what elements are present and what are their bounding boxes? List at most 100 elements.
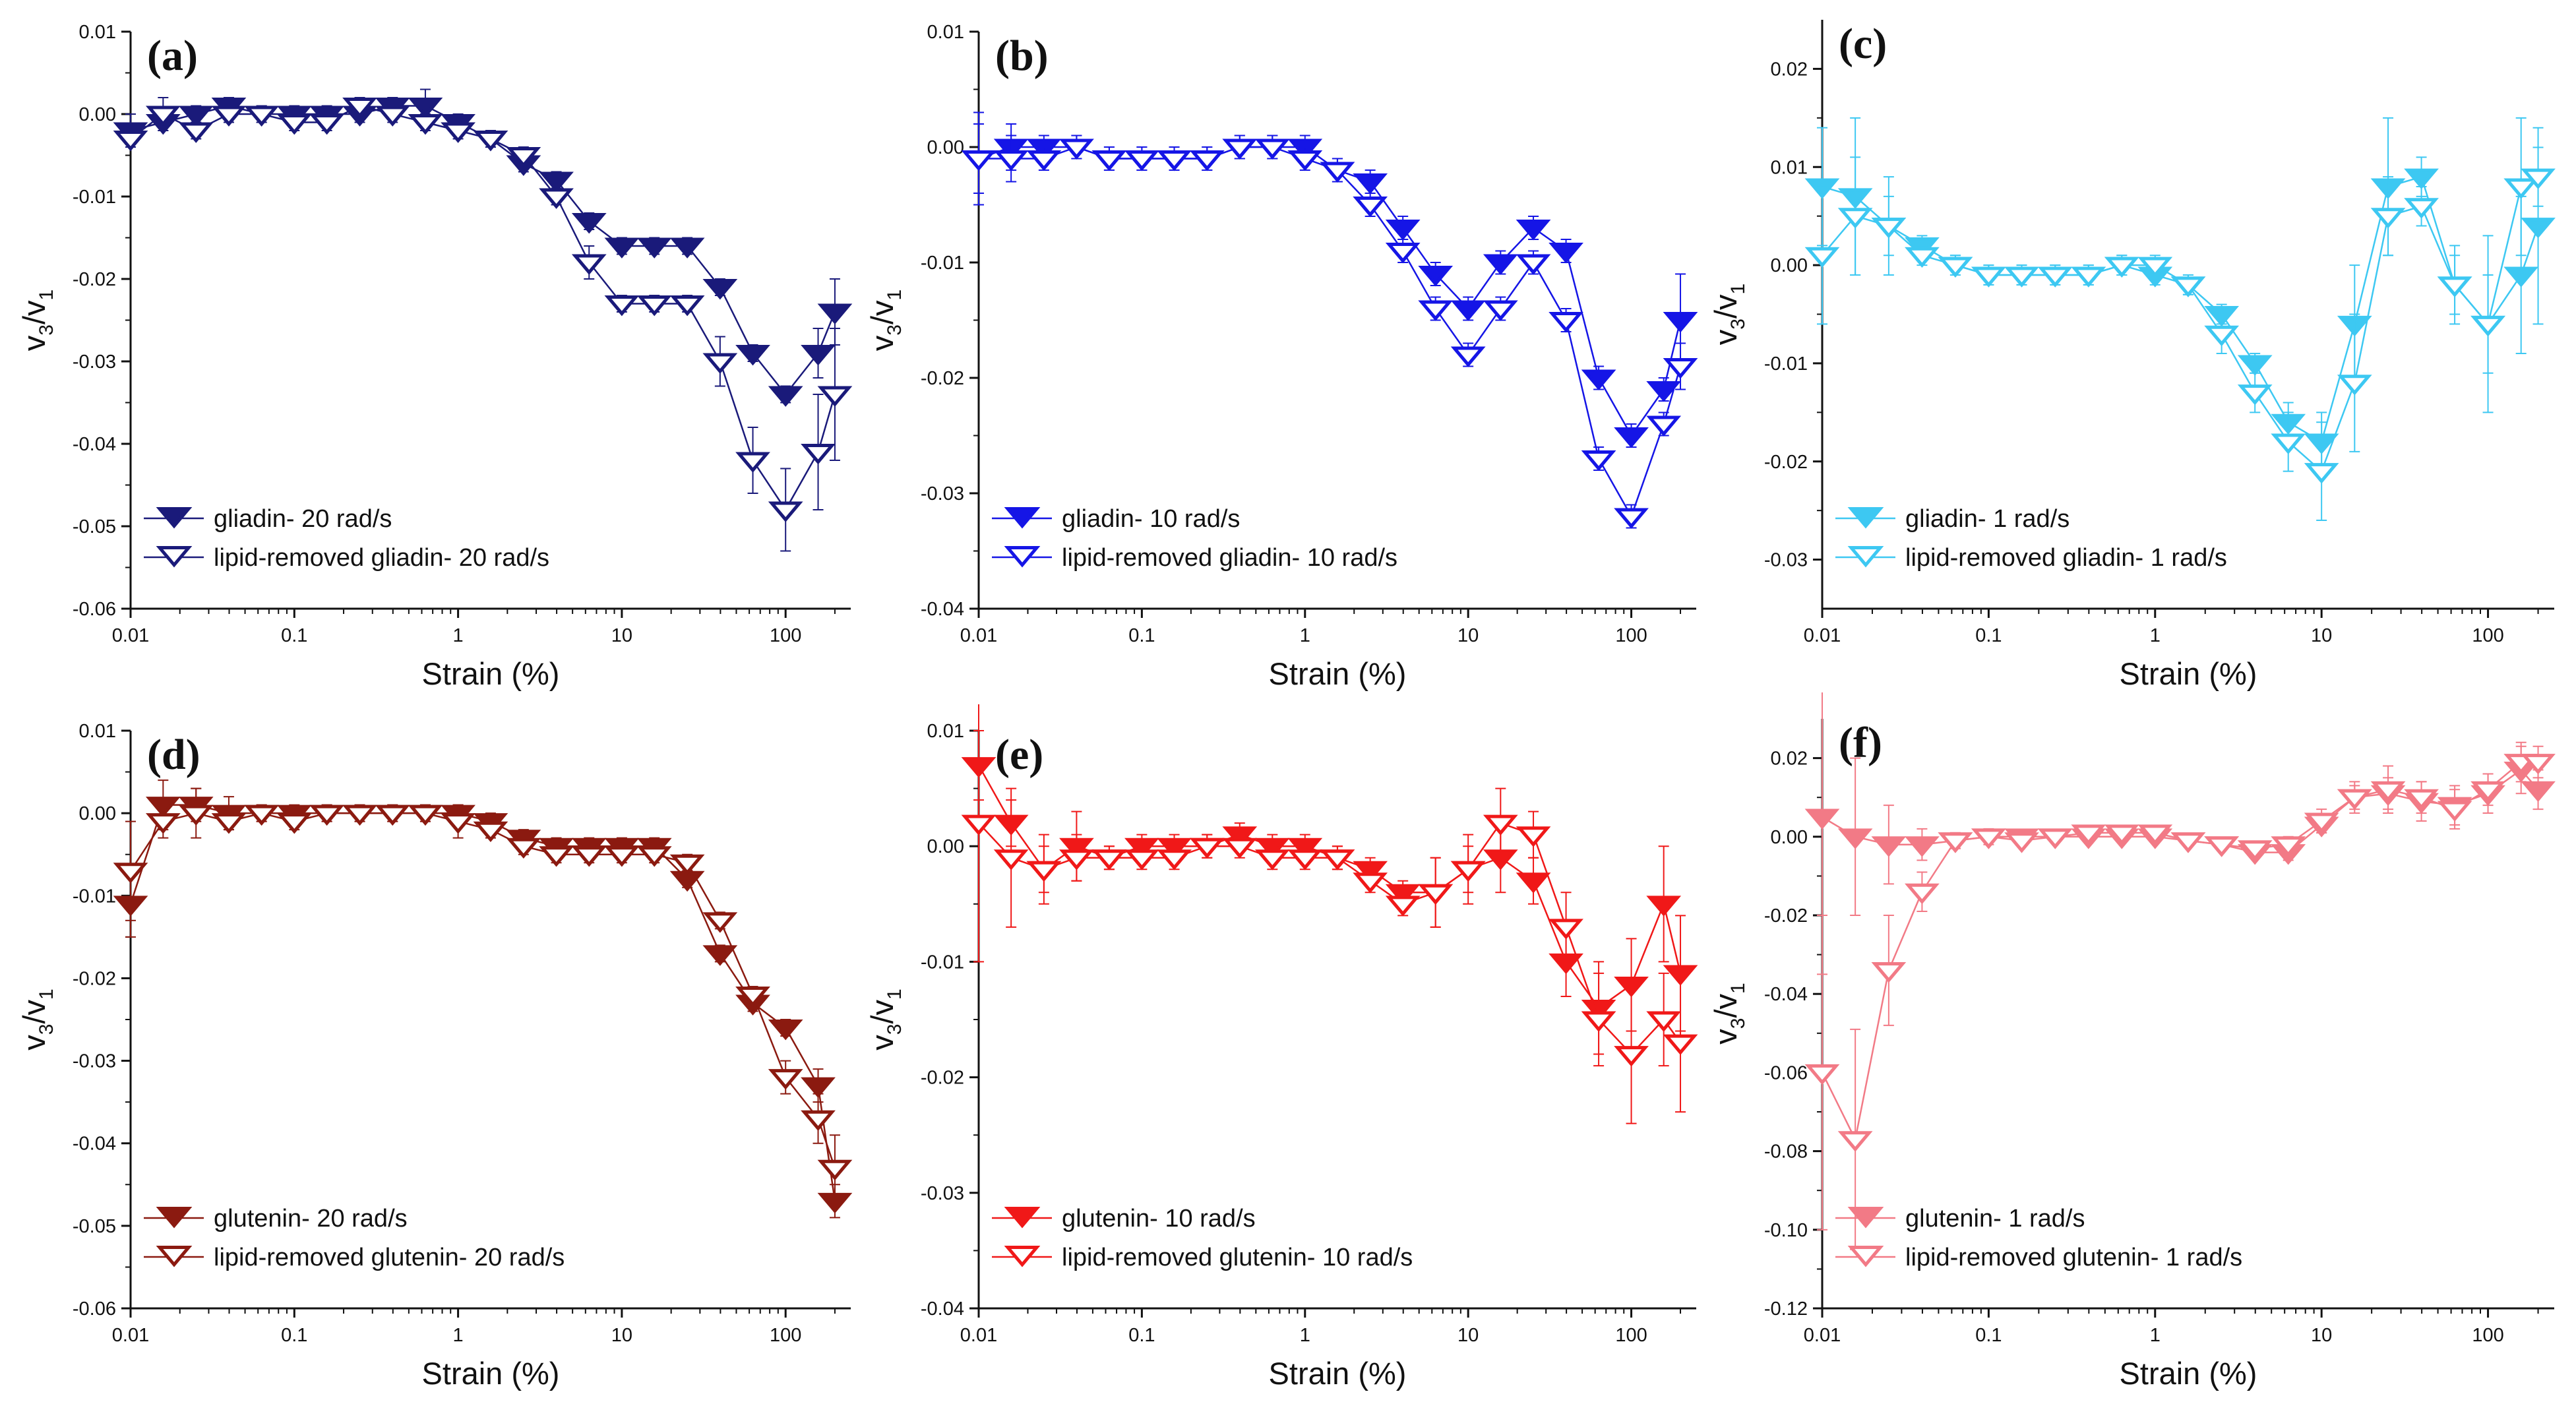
y-tick-label: 0.01 <box>1771 157 1808 178</box>
data-point <box>768 1069 803 1090</box>
series-lipid-removed <box>1804 117 2556 522</box>
panel-d: 0.01 0.1 1 10 100 -0.06 -0.05 -0.04 -0.03 -0.02 -0… <box>16 721 853 1391</box>
data-point <box>276 114 312 135</box>
data-point <box>244 106 280 127</box>
data-point <box>768 1020 803 1041</box>
y-tick-label: -0.02 <box>1764 452 1808 473</box>
data-point <box>571 254 607 275</box>
data-point <box>1353 173 1388 195</box>
data-point <box>1450 861 1486 882</box>
data-point <box>1837 208 1873 229</box>
data-point <box>1971 828 2006 849</box>
data-point <box>1804 1064 1840 1085</box>
x-tick-label: 1 <box>453 625 464 646</box>
data-point <box>473 821 508 843</box>
data-point <box>1353 197 1388 218</box>
data-point <box>993 150 1029 171</box>
data-point <box>702 945 738 966</box>
y-axis-title-sub: 3 <box>36 324 57 336</box>
data-point <box>2237 355 2273 376</box>
x-tick-label: 1 <box>1300 1325 1310 1346</box>
legend-marker <box>1847 507 1884 529</box>
legend-marker <box>1004 1207 1041 1229</box>
data-point <box>2271 433 2306 454</box>
data-point <box>735 986 770 1008</box>
data-point <box>817 386 853 407</box>
data-point <box>1614 508 1649 529</box>
data-point <box>1516 826 1551 847</box>
data-point <box>1157 150 1192 171</box>
data-point <box>1871 836 1907 857</box>
y-tick-label: -0.06 <box>1764 1062 1808 1083</box>
data-point <box>817 303 853 324</box>
data-point <box>961 150 997 171</box>
data-point <box>1938 832 1973 853</box>
legend-label: lipid-removed glutenin- 20 rad/s <box>214 1244 565 1271</box>
x-tick-label: 1 <box>453 1325 464 1346</box>
data-point <box>1091 150 1127 171</box>
data-point <box>604 237 640 259</box>
data-point <box>801 345 836 366</box>
y-axis-title-sub: 1 <box>884 989 905 1000</box>
data-point <box>1804 808 1840 830</box>
data-point <box>2170 832 2206 853</box>
data-point <box>1581 369 1616 390</box>
data-point <box>1385 896 1421 917</box>
data-point <box>1581 1011 1616 1032</box>
data-point <box>1516 254 1551 275</box>
data-point <box>1091 849 1127 870</box>
x-axis-title: Strain (%) <box>1269 656 1407 691</box>
x-axis-title: Strain (%) <box>2120 1356 2257 1391</box>
data-point <box>1353 872 1388 894</box>
y-tick-label: -0.01 <box>921 253 964 274</box>
x-tick-label: 0.1 <box>281 1325 307 1346</box>
data-point <box>1320 849 1355 870</box>
data-point <box>113 131 148 152</box>
legend-marker <box>1847 546 1884 568</box>
data-point <box>2404 789 2439 810</box>
y-tick-label: -0.04 <box>1764 984 1808 1005</box>
y-tick-label: -0.02 <box>73 269 116 290</box>
y-axis-title-main: /v <box>1708 993 1743 1018</box>
data-point <box>1483 254 1518 275</box>
x-tick-label: 10 <box>611 625 632 646</box>
x-tick-label: 100 <box>2472 625 2503 646</box>
data-point <box>669 295 705 317</box>
x-tick-label: 10 <box>1457 1325 1479 1346</box>
x-tick-label: 0.01 <box>112 1325 149 1346</box>
data-point <box>1483 300 1518 321</box>
y-axis-title: v3/v1 <box>1708 983 1749 1044</box>
legend-marker <box>1847 1246 1884 1267</box>
data-point <box>2137 257 2173 278</box>
data-point <box>735 345 770 366</box>
data-point <box>801 444 836 465</box>
data-point <box>309 805 344 826</box>
y-axis-title-sub: 1 <box>36 290 57 301</box>
y-tick-label: -0.02 <box>1764 905 1808 927</box>
legend-label: lipid-removed glutenin- 10 rad/s <box>1062 1244 1413 1271</box>
data-point <box>1663 312 1698 333</box>
data-point <box>2521 168 2556 189</box>
data-point <box>2037 828 2073 849</box>
data-point <box>539 188 574 209</box>
legend-label: glutenin- 1 rad/s <box>1905 1205 2085 1233</box>
y-axis-title-sub: 1 <box>36 989 57 1000</box>
data-point <box>2437 801 2472 822</box>
data-point <box>1549 919 1583 940</box>
data-point <box>636 846 672 867</box>
y-axis-title-main: /v <box>865 300 900 324</box>
data-point <box>1581 450 1616 472</box>
x-tick-label: 1 <box>2150 625 2161 646</box>
x-tick-label: 10 <box>2311 1325 2332 1346</box>
data-layer <box>113 779 853 1219</box>
legend: glutenin- 10 rad/s lipid-removed glutenin… <box>992 1205 1413 1271</box>
data-point <box>1059 138 1094 160</box>
y-axis-title: v3/v1 <box>865 989 905 1050</box>
data-point <box>375 106 410 127</box>
panel-b: 0.01 0.1 1 10 100 -0.04 -0.03 -0.02 -0.01 0.00 0.0… <box>865 22 1698 691</box>
y-tick-label: -0.06 <box>73 599 116 620</box>
data-point <box>178 122 214 143</box>
data-point <box>768 386 803 407</box>
data-point <box>1646 896 1682 917</box>
data-point <box>2404 198 2439 219</box>
